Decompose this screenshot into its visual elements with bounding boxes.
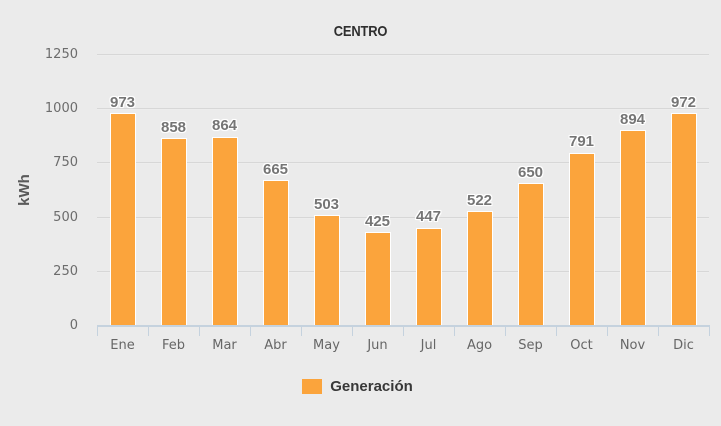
bar-Dic[interactable]: [670, 113, 697, 326]
bar-May[interactable]: [313, 215, 340, 326]
x-axis-category-label: Feb: [161, 338, 186, 353]
bar-Jul[interactable]: [415, 227, 442, 326]
bar-value-label: 973: [109, 93, 136, 111]
x-axis-category-label: Jun: [367, 338, 388, 353]
chart-title: CENTRO: [333, 22, 388, 40]
x-axis-tick: [709, 326, 710, 337]
legend-swatch-icon: [302, 379, 323, 394]
bar-Ago[interactable]: [466, 211, 493, 326]
bar-Ene[interactable]: [109, 113, 136, 326]
x-axis-category-label: Dic: [673, 338, 694, 353]
bar-value-label: 425: [364, 212, 391, 230]
legend-series-label[interactable]: Generación: [330, 378, 413, 395]
bar-Abr[interactable]: [262, 180, 289, 326]
x-axis-tick: [148, 326, 149, 337]
y-axis-tick-label: 0: [69, 318, 78, 334]
bar-Nov[interactable]: [619, 130, 646, 326]
legend: Generación: [0, 378, 721, 395]
y-gridline: [97, 270, 709, 273]
y-gridline: [97, 162, 709, 165]
x-axis-category-label: Jul: [420, 338, 437, 353]
x-axis-tick: [352, 326, 353, 337]
y-gridline: [97, 216, 709, 219]
bar-Oct[interactable]: [568, 152, 595, 326]
y-axis-tick-label: 500: [53, 209, 78, 225]
x-axis-category-label: Sep: [518, 338, 543, 353]
bar-value-label: 522: [466, 191, 493, 209]
bar-Mar[interactable]: [211, 136, 238, 326]
bar-value-label: 650: [517, 163, 544, 181]
bar-value-label: 447: [415, 208, 442, 226]
x-axis-category-label: Ago: [466, 338, 493, 353]
x-axis-category-label: Abr: [264, 338, 287, 353]
y-axis-tick-label: 250: [53, 263, 78, 279]
x-axis-tick: [199, 326, 200, 337]
bar-Jun[interactable]: [364, 232, 391, 326]
bar-value-label: 972: [670, 93, 697, 111]
x-axis-tick: [454, 326, 455, 337]
y-gridline: [97, 107, 709, 110]
x-axis-tick: [556, 326, 557, 337]
y-axis-title: kWh: [16, 174, 33, 207]
x-axis-tick: [301, 326, 302, 337]
bar-value-label: 665: [262, 160, 289, 178]
bar-value-label: 503: [313, 195, 340, 213]
x-axis-tick: [658, 326, 659, 337]
y-axis-tick-label: 750: [53, 155, 78, 171]
x-axis-tick: [250, 326, 251, 337]
bar-value-label: 894: [619, 110, 646, 128]
x-axis-category-label: May: [313, 338, 340, 353]
y-gridline: [97, 53, 709, 56]
x-axis-tick: [505, 326, 506, 337]
y-axis-tick-label: 1250: [44, 46, 78, 62]
x-axis-tick: [607, 326, 608, 337]
y-axis-tick-label: 1000: [44, 100, 78, 116]
bar-value-label: 791: [568, 133, 595, 151]
bar-Sep[interactable]: [517, 183, 544, 326]
bar-value-label: 858: [160, 118, 187, 136]
bar-Feb[interactable]: [160, 138, 187, 326]
x-axis-category-label: Nov: [619, 338, 646, 353]
x-axis-tick: [403, 326, 404, 337]
x-axis-line: [97, 325, 710, 327]
bar-value-label: 864: [211, 117, 238, 135]
x-axis-category-label: Ene: [110, 338, 135, 353]
x-axis-category-label: Oct: [570, 338, 593, 353]
x-axis-category-label: Mar: [212, 338, 237, 353]
x-axis-tick: [97, 326, 98, 337]
